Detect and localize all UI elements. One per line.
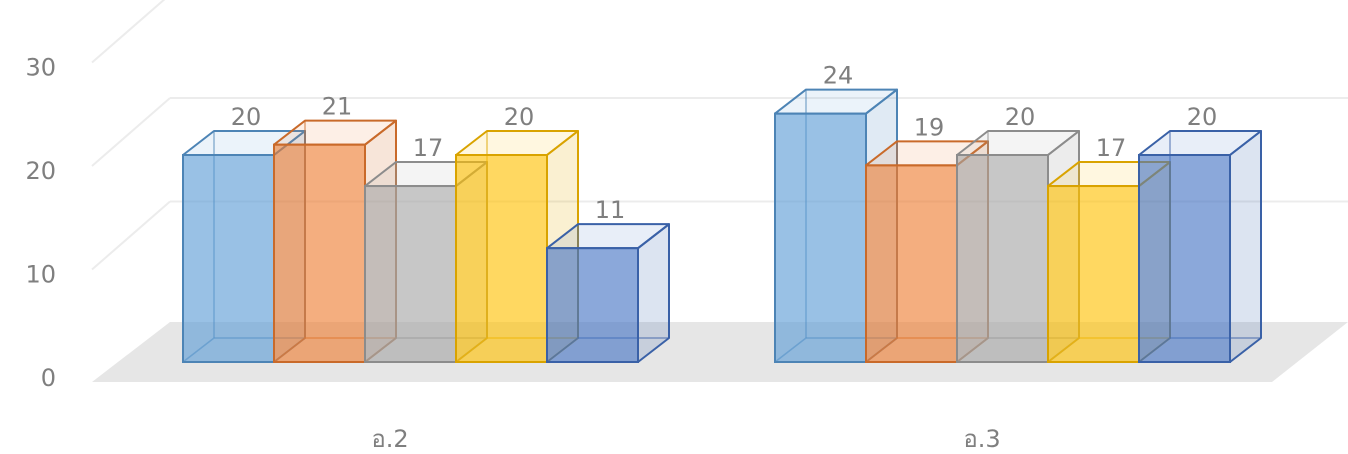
bar-side [1229, 130, 1262, 363]
bar-front [546, 247, 639, 363]
bar-front [273, 143, 366, 363]
bar-front [1047, 185, 1140, 363]
bar [1138, 130, 1262, 363]
y-tick-label: 10 [25, 261, 56, 289]
bar-front [182, 154, 275, 363]
gridline-30 [91, 0, 166, 64]
data-label: 19 [914, 113, 945, 141]
data-label: 20 [1187, 103, 1218, 131]
data-label: 17 [413, 134, 444, 162]
data-label: 20 [504, 103, 535, 131]
y-tick-label: 30 [25, 54, 56, 82]
bar-front [364, 185, 457, 363]
data-labels: 20 21 17 20 11 24 19 20 17 20 [231, 62, 1218, 225]
data-label: 11 [595, 196, 626, 224]
data-label: 20 [1005, 103, 1036, 131]
data-label: 20 [231, 103, 262, 131]
data-label: 17 [1096, 134, 1127, 162]
bar-front [1138, 154, 1231, 363]
bar-front [865, 164, 958, 363]
gridline-20 [91, 97, 171, 167]
bars [182, 88, 1262, 363]
bar-front [774, 112, 867, 363]
y-tick-label: 0 [41, 364, 56, 392]
data-label: 21 [322, 93, 353, 121]
bar-front [956, 154, 1049, 363]
y-axis: 0 10 20 30 [25, 54, 56, 393]
bar-front [455, 154, 548, 363]
data-label: 24 [823, 62, 854, 90]
x-category-label: อ.2 [371, 425, 408, 453]
gridline-10 [91, 200, 171, 271]
x-axis: อ.2 อ.3 [371, 425, 1000, 453]
y-tick-label: 20 [25, 157, 56, 185]
bar [546, 223, 670, 363]
x-category-label: อ.3 [963, 425, 1000, 453]
